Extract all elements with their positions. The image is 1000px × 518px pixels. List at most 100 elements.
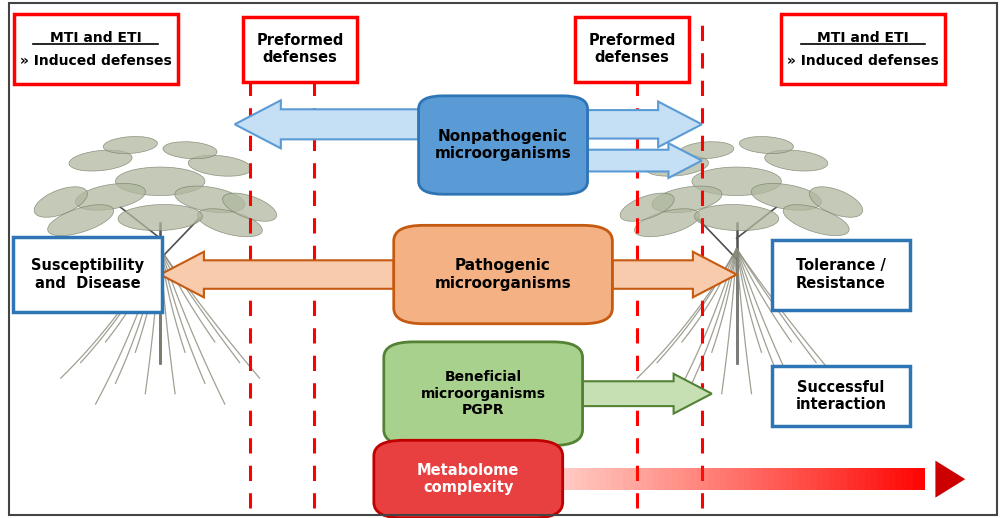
FancyBboxPatch shape [772,367,910,426]
Ellipse shape [751,183,821,210]
Ellipse shape [34,187,87,217]
FancyBboxPatch shape [835,468,841,490]
FancyBboxPatch shape [792,468,798,490]
Ellipse shape [75,183,146,210]
Ellipse shape [69,150,132,171]
Text: Beneficial
microorganisms
PGPR: Beneficial microorganisms PGPR [421,370,546,417]
Ellipse shape [765,150,828,171]
FancyBboxPatch shape [653,468,659,490]
Ellipse shape [188,155,251,176]
FancyBboxPatch shape [611,468,617,490]
Ellipse shape [634,209,700,237]
FancyBboxPatch shape [641,468,647,490]
Ellipse shape [652,186,722,213]
FancyBboxPatch shape [569,468,575,490]
FancyBboxPatch shape [823,468,829,490]
Text: Nonpathogenic
microorganisms: Nonpathogenic microorganisms [435,129,571,161]
FancyBboxPatch shape [901,468,907,490]
FancyBboxPatch shape [384,342,583,445]
FancyBboxPatch shape [563,468,569,490]
Polygon shape [583,374,712,413]
FancyBboxPatch shape [895,468,901,490]
FancyBboxPatch shape [907,468,913,490]
Ellipse shape [163,142,217,159]
FancyBboxPatch shape [913,468,919,490]
Polygon shape [612,252,737,297]
FancyBboxPatch shape [786,468,792,490]
FancyBboxPatch shape [772,239,910,310]
FancyBboxPatch shape [726,468,732,490]
Ellipse shape [103,137,157,153]
FancyBboxPatch shape [756,468,762,490]
FancyBboxPatch shape [883,468,889,490]
Ellipse shape [175,186,245,213]
Text: MTI and ETI: MTI and ETI [817,31,909,45]
FancyBboxPatch shape [696,468,702,490]
Ellipse shape [115,167,205,196]
FancyBboxPatch shape [575,17,689,82]
Text: Tolerance /
Resistance: Tolerance / Resistance [796,258,886,291]
FancyBboxPatch shape [659,468,665,490]
FancyBboxPatch shape [853,468,859,490]
FancyBboxPatch shape [587,468,593,490]
FancyBboxPatch shape [243,17,357,82]
Ellipse shape [48,205,114,236]
Ellipse shape [620,193,674,221]
FancyBboxPatch shape [665,468,672,490]
Text: Susceptibility
and  Disease: Susceptibility and Disease [31,258,144,291]
Ellipse shape [694,205,779,231]
FancyBboxPatch shape [847,468,853,490]
Text: Successful
interaction: Successful interaction [795,380,886,412]
FancyBboxPatch shape [720,468,726,490]
FancyBboxPatch shape [768,468,774,490]
FancyBboxPatch shape [394,225,612,324]
Polygon shape [235,100,419,148]
Ellipse shape [223,193,277,221]
Text: » Induced defenses: » Induced defenses [20,53,171,68]
FancyBboxPatch shape [647,468,653,490]
Ellipse shape [680,142,734,159]
Polygon shape [935,461,965,498]
FancyBboxPatch shape [738,468,744,490]
FancyBboxPatch shape [419,96,588,194]
FancyBboxPatch shape [593,468,599,490]
Polygon shape [160,252,394,297]
Ellipse shape [809,187,863,217]
FancyBboxPatch shape [732,468,738,490]
FancyBboxPatch shape [708,468,714,490]
Ellipse shape [645,155,709,176]
FancyBboxPatch shape [865,468,871,490]
FancyBboxPatch shape [841,468,847,490]
Ellipse shape [118,205,202,231]
FancyBboxPatch shape [623,468,629,490]
Ellipse shape [692,167,781,196]
FancyBboxPatch shape [684,468,690,490]
Text: Pathogenic
microorganisms: Pathogenic microorganisms [435,258,571,291]
Ellipse shape [197,209,262,237]
Text: Preformed
defenses: Preformed defenses [589,33,676,65]
FancyBboxPatch shape [859,468,865,490]
FancyBboxPatch shape [798,468,805,490]
Text: Metabolome
complexity: Metabolome complexity [417,463,519,495]
FancyBboxPatch shape [762,468,768,490]
FancyBboxPatch shape [575,468,581,490]
FancyBboxPatch shape [817,468,823,490]
FancyBboxPatch shape [374,440,563,518]
FancyBboxPatch shape [581,468,587,490]
Polygon shape [588,143,702,178]
FancyBboxPatch shape [805,468,811,490]
FancyBboxPatch shape [678,468,684,490]
FancyBboxPatch shape [702,468,708,490]
FancyBboxPatch shape [871,468,877,490]
FancyBboxPatch shape [811,468,817,490]
FancyBboxPatch shape [889,468,895,490]
FancyBboxPatch shape [781,15,945,84]
FancyBboxPatch shape [629,468,635,490]
FancyBboxPatch shape [750,468,756,490]
FancyBboxPatch shape [829,468,835,490]
Text: MTI and ETI: MTI and ETI [50,31,141,45]
FancyBboxPatch shape [13,237,162,312]
FancyBboxPatch shape [672,468,678,490]
FancyBboxPatch shape [877,468,883,490]
Ellipse shape [783,205,849,236]
